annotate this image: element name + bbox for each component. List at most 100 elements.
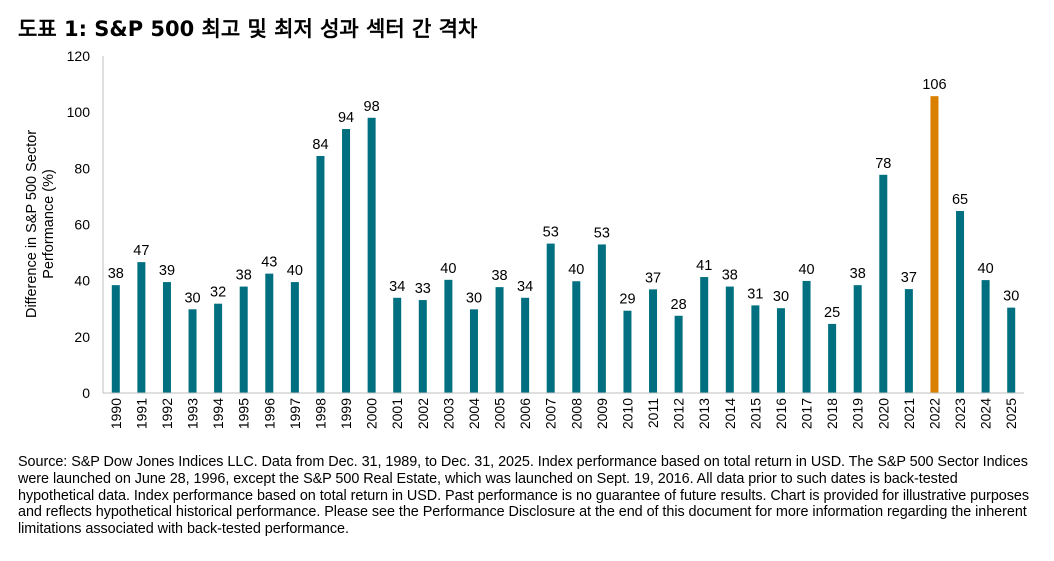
y-tick-label: 60 <box>74 217 90 233</box>
bar-2024 <box>981 280 990 393</box>
x-tick-label-1994: 1994 <box>210 398 226 429</box>
data-label-2025: 30 <box>1003 289 1019 305</box>
data-labels: 38 47 39 30 32 38 43 40 84 94 98 34 33 40 30 38 34 53 40 53… <box>108 77 1020 321</box>
bar-2016 <box>776 308 785 393</box>
bar-2010 <box>623 310 632 393</box>
y-tick-label: 100 <box>67 104 91 120</box>
x-tick-label-2006: 2006 <box>517 398 533 429</box>
x-tick-label-2013: 2013 <box>696 398 712 429</box>
x-tick-label-2011: 2011 <box>645 398 661 428</box>
x-axis: 1990 1991 1992 1993 1994 1995 1996 1997 1998 1999… <box>103 392 1024 429</box>
bar-2003 <box>444 279 453 393</box>
bar-2019 <box>853 285 862 393</box>
data-label-2022: 106 <box>922 77 946 93</box>
bars <box>111 96 1016 394</box>
y-axis-title-line: Performance (%) <box>41 169 57 279</box>
bar-1993 <box>188 309 197 393</box>
bar-2008 <box>572 281 581 393</box>
x-tick-label-2005: 2005 <box>492 398 508 429</box>
data-label-2020: 78 <box>875 156 891 172</box>
data-label-2002: 33 <box>415 281 431 297</box>
x-tick-label-2014: 2014 <box>722 398 738 429</box>
bar-chart: Difference in S&P 500 Sector Performance … <box>24 48 1024 429</box>
data-label-1999: 94 <box>338 110 354 126</box>
x-tick-label-1999: 1999 <box>338 398 354 429</box>
x-tick-label-2000: 2000 <box>364 398 380 429</box>
x-tick-label-1991: 1991 <box>133 398 149 429</box>
data-label-2001: 34 <box>389 279 405 295</box>
bar-2020 <box>879 174 888 393</box>
bar-2012 <box>674 315 683 393</box>
x-tick-label-1995: 1995 <box>236 398 252 429</box>
x-tick-label-2003: 2003 <box>440 398 456 429</box>
data-label-2016: 30 <box>773 289 789 305</box>
data-label-2024: 40 <box>978 261 994 277</box>
data-label-1991: 47 <box>133 243 149 259</box>
data-label-2021: 37 <box>901 270 917 286</box>
bar-1997 <box>290 282 299 393</box>
bar-2006 <box>521 297 530 393</box>
data-label-1990: 38 <box>108 266 124 282</box>
x-tick-label-2018: 2018 <box>824 398 840 429</box>
x-tick-label-2009: 2009 <box>594 398 610 429</box>
bar-1998 <box>316 155 325 393</box>
data-label-1997: 40 <box>287 263 303 279</box>
x-tick-label-2016: 2016 <box>773 398 789 429</box>
data-label-1994: 32 <box>210 285 226 301</box>
bar-1995 <box>239 286 248 393</box>
bar-1996 <box>265 273 274 393</box>
y-tick-label: 0 <box>82 385 90 401</box>
data-label-2011: 37 <box>645 270 661 286</box>
bar-2004 <box>469 309 478 393</box>
x-tick-label-2020: 2020 <box>875 398 891 429</box>
x-tick-label-2007: 2007 <box>543 398 559 429</box>
x-tick-label-2008: 2008 <box>568 398 584 429</box>
bar-2000 <box>367 117 376 394</box>
data-label-1993: 30 <box>184 290 200 306</box>
x-tick-label-1996: 1996 <box>261 398 277 429</box>
bar-1999 <box>342 129 351 393</box>
x-tick-label-2015: 2015 <box>747 398 763 429</box>
bar-2018 <box>828 323 837 393</box>
x-tick-label-2010: 2010 <box>619 398 635 429</box>
data-label-2013: 41 <box>696 258 712 274</box>
y-tick-label: 20 <box>74 329 90 345</box>
y-axis-title: Difference in S&P 500 Sector Performance … <box>24 130 57 318</box>
x-tick-label-1990: 1990 <box>108 398 124 429</box>
source-note: Source: S&P Dow Jones Indices LLC. Data … <box>18 454 1029 538</box>
data-label-2009: 53 <box>594 225 610 241</box>
data-label-1998: 84 <box>312 137 328 153</box>
x-tick-label-2002: 2002 <box>415 398 431 429</box>
x-tick-label-2023: 2023 <box>952 398 968 429</box>
bar-1994 <box>214 303 223 393</box>
x-tick-label-2004: 2004 <box>466 398 482 429</box>
data-label-2019: 38 <box>850 266 866 282</box>
data-label-2014: 38 <box>722 268 738 284</box>
data-label-1996: 43 <box>261 255 277 271</box>
y-tick-label: 120 <box>67 48 91 64</box>
bar-2005 <box>495 287 504 393</box>
data-label-2005: 38 <box>491 268 507 284</box>
data-label-2007: 53 <box>543 225 559 241</box>
data-label-2012: 28 <box>671 297 687 313</box>
data-label-2004: 30 <box>466 290 482 306</box>
x-tick-label-2001: 2001 <box>389 398 405 429</box>
bar-1990 <box>111 285 120 393</box>
data-label-2018: 25 <box>824 305 840 321</box>
x-tick-label-2017: 2017 <box>799 398 815 429</box>
bar-2013 <box>700 277 709 393</box>
data-label-2017: 40 <box>798 262 814 278</box>
data-label-2010: 29 <box>619 292 635 308</box>
bar-2015 <box>751 305 760 393</box>
y-axis: 0 20 40 60 80 100 120 <box>67 48 104 401</box>
bar-1991 <box>137 262 146 393</box>
bar-2017 <box>802 280 811 393</box>
x-tick-label-2025: 2025 <box>1003 398 1019 429</box>
x-tick-label-1997: 1997 <box>287 398 303 429</box>
x-tick-label-2024: 2024 <box>978 398 994 429</box>
data-label-2003: 40 <box>440 261 456 277</box>
bar-1992 <box>162 282 171 393</box>
x-tick-label-1992: 1992 <box>159 398 175 429</box>
y-tick-label: 80 <box>74 160 90 176</box>
bar-2009 <box>597 244 606 393</box>
